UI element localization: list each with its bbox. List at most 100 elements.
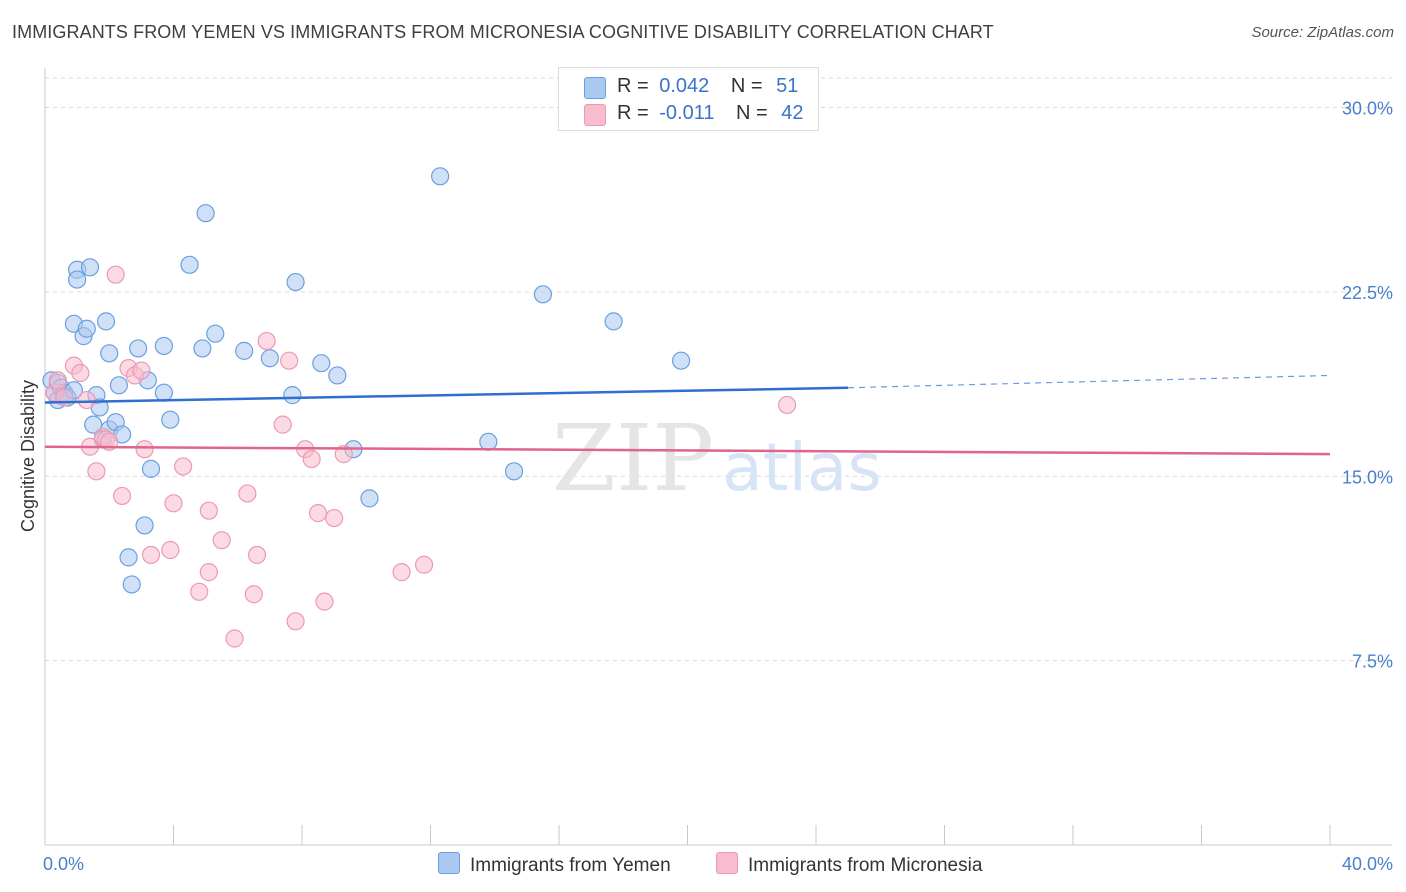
micronesia-point — [71, 363, 90, 383]
legend-n-value: 42 — [781, 102, 804, 124]
yemen-point — [533, 285, 553, 304]
micronesia-point — [190, 582, 209, 601]
micronesia-point — [286, 612, 305, 631]
y-tick-label: 15.0% — [1342, 467, 1393, 487]
yemen-point — [196, 204, 215, 223]
yemen-point — [312, 354, 331, 373]
y-axis-label: Cognitive Disability — [18, 380, 38, 532]
micronesia-point — [302, 449, 321, 469]
yemen-point — [431, 167, 450, 186]
micronesia-point — [164, 494, 183, 513]
yemen-point — [235, 341, 254, 360]
yemen-point — [122, 575, 141, 594]
yemen-point — [504, 462, 524, 481]
yemen-point — [360, 489, 379, 508]
yemen-point — [141, 459, 161, 478]
trend-line-yemen-extension — [848, 374, 1331, 389]
micronesia-point — [212, 531, 231, 550]
yemen-point — [206, 324, 225, 343]
micronesia-point — [273, 415, 292, 434]
micronesia-point — [141, 545, 161, 565]
yemen-point — [119, 548, 138, 567]
yemen-point — [109, 376, 128, 395]
bottom-legend-swatch-micronesia — [716, 852, 738, 874]
y-tick-label: 7.5% — [1352, 652, 1393, 672]
yemen-point — [283, 386, 302, 405]
bottom-legend-swatch-yemen — [438, 852, 460, 874]
watermark: ZIP atlas — [552, 405, 882, 512]
yemen-point — [154, 336, 173, 356]
bottom-legend-yemen: Immigrants from Yemen — [438, 852, 671, 877]
micronesia-point — [238, 484, 257, 503]
micronesia-point — [77, 390, 96, 410]
trend-line-micronesia — [44, 445, 1331, 456]
watermark-atlas: atlas — [722, 429, 882, 506]
micronesia-point — [48, 371, 67, 390]
micronesia-point — [112, 486, 132, 506]
micronesia-point — [132, 361, 151, 380]
micronesia-point — [392, 563, 411, 582]
yemen-point — [193, 339, 212, 358]
bottom-legend-label-yemen: Immigrants from Yemen — [470, 855, 671, 876]
x-tick-label: 0.0% — [43, 854, 84, 874]
micronesia-point — [106, 265, 125, 284]
legend-r-value: 0.042 — [659, 75, 710, 97]
yemen-point — [604, 312, 623, 331]
micronesia-point — [334, 445, 353, 464]
stats-legend: R = 0.042 N = 51 R = -0.011 N = 42 — [558, 67, 819, 131]
micronesia-point — [244, 585, 263, 604]
yemen-point — [161, 410, 180, 429]
axes — [44, 68, 1392, 846]
yemen-point — [68, 270, 87, 289]
legend-n-label: N = — [730, 75, 763, 97]
yemen-point — [479, 432, 498, 451]
micronesia-point — [280, 351, 299, 370]
chart-title: IMMIGRANTS FROM YEMEN VS IMMIGRANTS FROM… — [12, 22, 994, 42]
yemen-point — [100, 344, 119, 363]
micronesia-point — [225, 629, 244, 648]
micronesia-point — [777, 395, 797, 415]
source-note: Source: ZipAtlas.com — [1251, 24, 1394, 41]
micronesia-point — [174, 457, 193, 476]
grid-lines — [45, 77, 1392, 662]
legend-r-label: R = — [617, 102, 649, 124]
micronesia-point — [199, 563, 218, 582]
yemen-point — [77, 319, 96, 338]
trend-lines — [44, 374, 1331, 456]
micronesia-point — [161, 540, 180, 560]
yemen-point — [129, 339, 148, 358]
legend-r-label: R = — [617, 75, 649, 97]
yemen-point — [96, 312, 116, 331]
yemen-point — [154, 383, 173, 402]
micronesia-point — [308, 504, 328, 523]
legend-swatch-yemen — [584, 77, 606, 99]
micronesia-point — [257, 331, 276, 351]
series-micronesia — [45, 265, 797, 648]
legend-n-value: 51 — [776, 75, 799, 97]
micronesia-point — [315, 592, 334, 611]
yemen-point — [260, 349, 279, 368]
yemen-point — [671, 351, 691, 370]
micronesia-point — [55, 388, 74, 407]
bottom-legend-label-micronesia: Immigrants from Micronesia — [748, 855, 983, 876]
micronesia-point — [199, 501, 218, 520]
micronesia-point — [325, 508, 344, 528]
micronesia-point — [135, 440, 154, 459]
tick-labels: 7.5% 15.0% 22.5% 30.0% 0.0% 40.0% — [43, 99, 1393, 875]
yemen-point — [80, 258, 100, 277]
y-tick-label: 22.5% — [1342, 283, 1393, 303]
watermark-zip: ZIP — [552, 405, 714, 512]
yemen-point — [286, 272, 305, 292]
y-tick-label: 30.0% — [1342, 99, 1393, 119]
legend-swatch-micronesia — [584, 104, 606, 126]
legend-n-label: N = — [736, 102, 768, 124]
x-tick-label: 40.0% — [1342, 854, 1393, 874]
micronesia-point — [87, 462, 106, 481]
yemen-point — [135, 516, 154, 535]
micronesia-point — [247, 545, 267, 565]
yemen-point — [328, 366, 347, 385]
legend-r-value: -0.011 — [659, 102, 715, 124]
yemen-point — [180, 255, 199, 274]
micronesia-point — [414, 555, 434, 574]
